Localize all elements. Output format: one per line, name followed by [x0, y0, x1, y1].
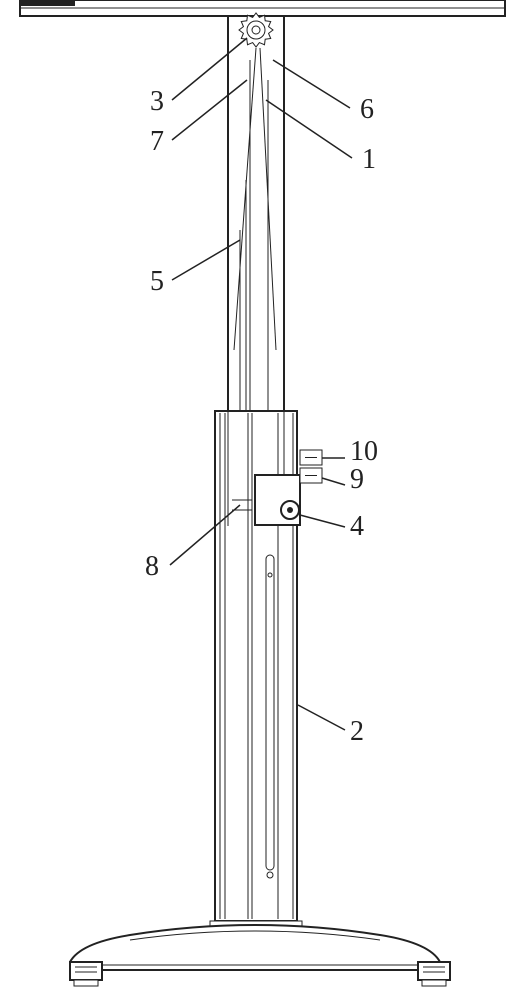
label-8: 8: [145, 551, 159, 582]
label-10: 10: [350, 436, 378, 467]
label-2: 2: [350, 716, 364, 747]
top-plate-mark: [20, 0, 75, 6]
foot-pad-right: [422, 980, 446, 986]
leader-9: [322, 478, 345, 485]
base: [70, 925, 440, 970]
carriage-roller-hub: [287, 507, 293, 513]
leader-4: [300, 515, 345, 527]
upper-column: [228, 16, 284, 411]
label-7: 7: [150, 126, 164, 157]
foot-pad-left: [74, 980, 98, 986]
leader-2: [298, 705, 345, 730]
track-slot: [266, 555, 274, 870]
label-9: 9: [350, 464, 364, 495]
foot-left: [70, 962, 102, 980]
label-1: 1: [362, 144, 376, 175]
foot-right: [418, 962, 450, 980]
gear-hub: [252, 26, 260, 34]
label-5: 5: [150, 266, 164, 297]
label-6: 6: [360, 94, 374, 125]
label-4: 4: [350, 511, 364, 542]
label-3: 3: [150, 86, 164, 117]
